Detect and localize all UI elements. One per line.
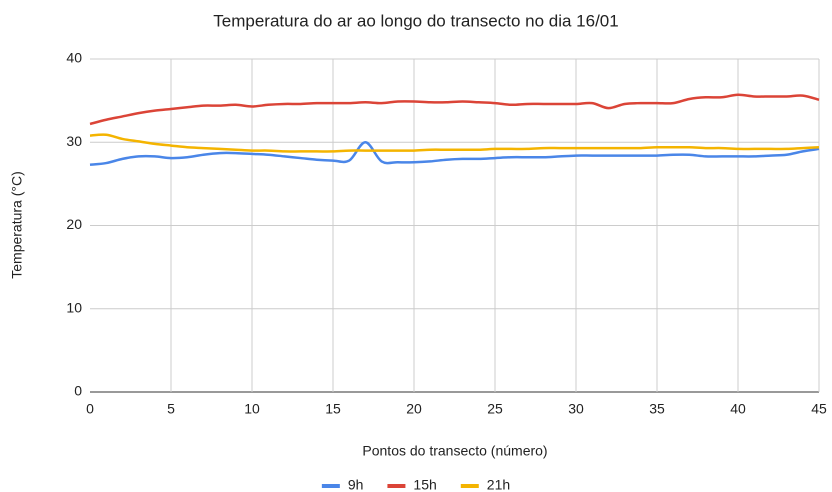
chart-title: Temperatura do ar ao longo do transecto …	[213, 11, 618, 30]
y-tick-label: 10	[66, 299, 82, 315]
y-tick-label: 40	[66, 50, 82, 66]
x-tick-label: 0	[86, 401, 94, 417]
legend-label: 9h	[348, 477, 364, 492]
x-tick-label: 5	[167, 401, 175, 417]
x-tick-label: 40	[730, 401, 746, 417]
x-tick-label: 20	[406, 401, 422, 417]
x-tick-label: 10	[244, 401, 260, 417]
series-line	[89, 93, 820, 126]
y-tick-label: 0	[74, 383, 82, 399]
x-tick-label: 15	[325, 401, 341, 417]
y-tick-label: 20	[66, 216, 82, 232]
y-tick-label: 30	[66, 133, 82, 149]
x-tick-label: 25	[487, 401, 503, 417]
series-line	[89, 133, 820, 153]
x-tick-label: 30	[568, 401, 584, 417]
x-axis-label: Pontos do transecto (número)	[362, 443, 547, 459]
series-line	[89, 140, 820, 166]
y-axis-label: Temperatura (°C)	[9, 171, 25, 279]
legend-label: 15h	[413, 477, 436, 492]
x-tick-label: 45	[811, 401, 827, 417]
legend-label: 21h	[487, 477, 510, 492]
x-tick-label: 35	[649, 401, 665, 417]
